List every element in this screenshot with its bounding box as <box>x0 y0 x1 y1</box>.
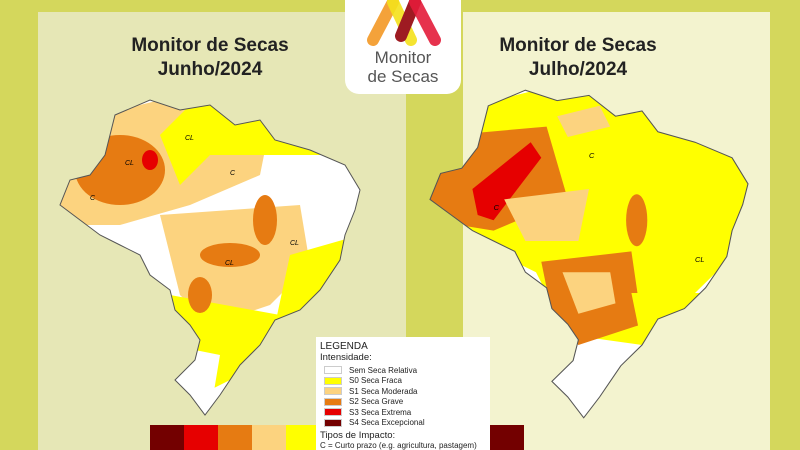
legend-item: S0 Seca Fraca <box>324 376 490 387</box>
logo-mark-icon <box>367 0 441 46</box>
legend-item: Sem Seca Relativa <box>324 365 490 376</box>
legend-item: S2 Seca Grave <box>324 397 490 408</box>
legend: LEGENDA Intensidade: Sem Seca Relativa S0… <box>316 337 490 450</box>
legend-label: S3 Seca Extrema <box>349 407 412 417</box>
legend-item: S3 Seca Extrema <box>324 407 490 418</box>
map-label: C <box>230 170 236 177</box>
map-label: CL <box>125 160 134 167</box>
map-label: C <box>90 195 96 202</box>
map-label: CL <box>225 260 234 267</box>
map-label: CL <box>185 135 194 142</box>
map-label: C <box>589 151 595 160</box>
color-bar <box>490 425 524 450</box>
legend-label: S4 Seca Excepcional <box>349 418 425 428</box>
map-june: CL CL CL CL C C <box>59 99 361 416</box>
color-bar <box>184 425 218 450</box>
map-label: CL <box>695 255 704 264</box>
map-title-june: Monitor de Secas Junho/2024 <box>131 35 289 80</box>
color-bar <box>150 425 184 450</box>
legend-swatch <box>324 366 342 375</box>
color-bar <box>218 425 252 450</box>
legend-label: S1 Seca Moderada <box>349 386 418 396</box>
legend-label: Sem Seca Relativa <box>349 365 418 375</box>
legend-label: S2 Seca Grave <box>349 397 404 407</box>
legend-item: S1 Seca Moderada <box>324 386 490 397</box>
color-bar <box>286 425 320 450</box>
monitor-de-secas-logo: Monitor de Secas <box>345 0 461 94</box>
legend-label: S0 Seca Fraca <box>349 376 402 386</box>
legend-swatch <box>324 397 342 406</box>
legend-swatch <box>324 387 342 396</box>
map-label: C <box>494 203 500 212</box>
legend-item: S4 Seca Excepcional <box>324 418 490 429</box>
map-label: CL <box>290 240 299 247</box>
legend-swatch <box>324 418 342 427</box>
legend-swatch <box>324 408 342 417</box>
color-bar <box>252 425 286 450</box>
map-title-july: Monitor de Secas Julho/2024 <box>499 35 657 80</box>
legend-swatch <box>324 376 342 385</box>
